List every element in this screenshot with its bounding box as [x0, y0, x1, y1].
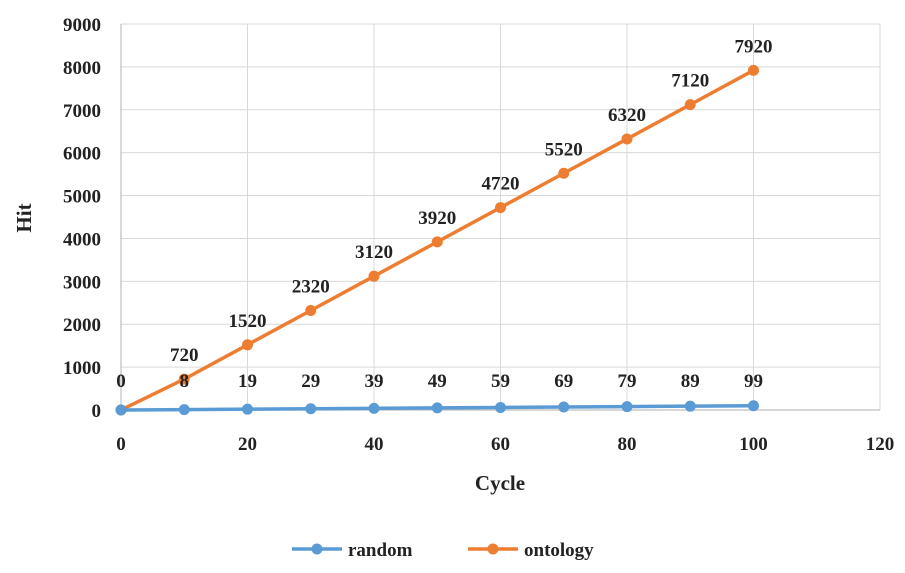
- data-label-ontology: 2320: [292, 276, 330, 297]
- data-label-ontology: 7920: [735, 36, 773, 57]
- y-tick-label: 1000: [63, 358, 101, 379]
- series: [115, 64, 759, 416]
- data-label-random: 59: [491, 371, 510, 392]
- y-tick-label: 9000: [63, 15, 101, 36]
- x-tick-label: 120: [866, 434, 895, 455]
- x-tick-label: 0: [116, 434, 126, 455]
- data-labels: 0 8 19 29 39 49 59 69 79 89 99 720 1520 2320 3120 3920 4…: [116, 36, 772, 392]
- y-tick-label: 0: [92, 401, 102, 422]
- data-label-random: 29: [301, 371, 320, 392]
- legend: random ontology: [292, 540, 594, 561]
- data-point-ontology: [621, 133, 633, 145]
- x-tick-label: 100: [739, 434, 768, 455]
- legend-swatch-marker: [311, 543, 323, 555]
- data-point-random: [305, 403, 317, 415]
- data-point-random: [431, 402, 443, 414]
- legend-label: ontology: [524, 540, 594, 561]
- y-tick-label: 4000: [63, 229, 101, 250]
- data-label-random: 79: [618, 371, 637, 392]
- data-point-random: [115, 404, 127, 416]
- data-point-ontology: [684, 99, 696, 111]
- data-point-ontology: [305, 304, 317, 316]
- data-label-random: 49: [428, 371, 447, 392]
- data-point-random: [242, 403, 253, 415]
- x-tick-label: 80: [618, 434, 637, 455]
- data-point-ontology: [558, 167, 570, 179]
- data-point-ontology: [368, 270, 380, 282]
- x-axis-title: Cycle: [475, 471, 525, 495]
- data-label-random: 0: [116, 371, 126, 392]
- y-tick-label: 8000: [63, 58, 101, 79]
- data-point-random: [368, 402, 380, 414]
- data-point-random: [684, 400, 696, 412]
- data-label-random: 89: [681, 371, 700, 392]
- data-point-ontology: [495, 202, 506, 214]
- data-point-ontology: [748, 64, 759, 76]
- y-tick-label: 7000: [63, 101, 101, 122]
- y-tick-label: 6000: [63, 144, 101, 165]
- data-label-random: 8: [180, 371, 190, 392]
- data-label-ontology: 1520: [229, 311, 267, 332]
- data-point-random: [495, 401, 506, 413]
- data-point-random: [558, 401, 570, 413]
- data-point-random: [748, 400, 759, 412]
- data-point-random: [178, 404, 190, 416]
- y-tick-label: 2000: [63, 315, 101, 336]
- y-axis-title: Hit: [12, 203, 36, 232]
- data-label-ontology: 3120: [355, 242, 393, 263]
- data-label-ontology: 5520: [545, 139, 583, 160]
- data-label-random: 39: [365, 371, 384, 392]
- x-tick-label: 60: [491, 434, 510, 455]
- data-label-ontology: 4720: [482, 174, 520, 195]
- data-label-random: 69: [554, 371, 573, 392]
- data-point-ontology: [431, 236, 443, 248]
- data-label-ontology: 3920: [418, 208, 456, 229]
- data-label-ontology: 720: [170, 345, 199, 366]
- legend-label: random: [348, 540, 413, 561]
- data-label-ontology: 7120: [671, 71, 709, 92]
- legend-item-random: random: [292, 540, 413, 561]
- y-tick-label: 3000: [63, 272, 101, 293]
- legend-swatch-marker: [487, 543, 499, 555]
- data-label-random: 99: [744, 371, 763, 392]
- legend-item-ontology: ontology: [468, 540, 594, 561]
- data-label-random: 19: [238, 371, 257, 392]
- data-label-ontology: 6320: [608, 105, 646, 126]
- x-tick-label: 40: [365, 434, 384, 455]
- data-point-random: [621, 401, 633, 413]
- data-point-ontology: [242, 339, 253, 351]
- data-point-ontology: [178, 373, 190, 385]
- y-tick-label: 5000: [63, 187, 101, 208]
- x-tick-label: 20: [238, 434, 257, 455]
